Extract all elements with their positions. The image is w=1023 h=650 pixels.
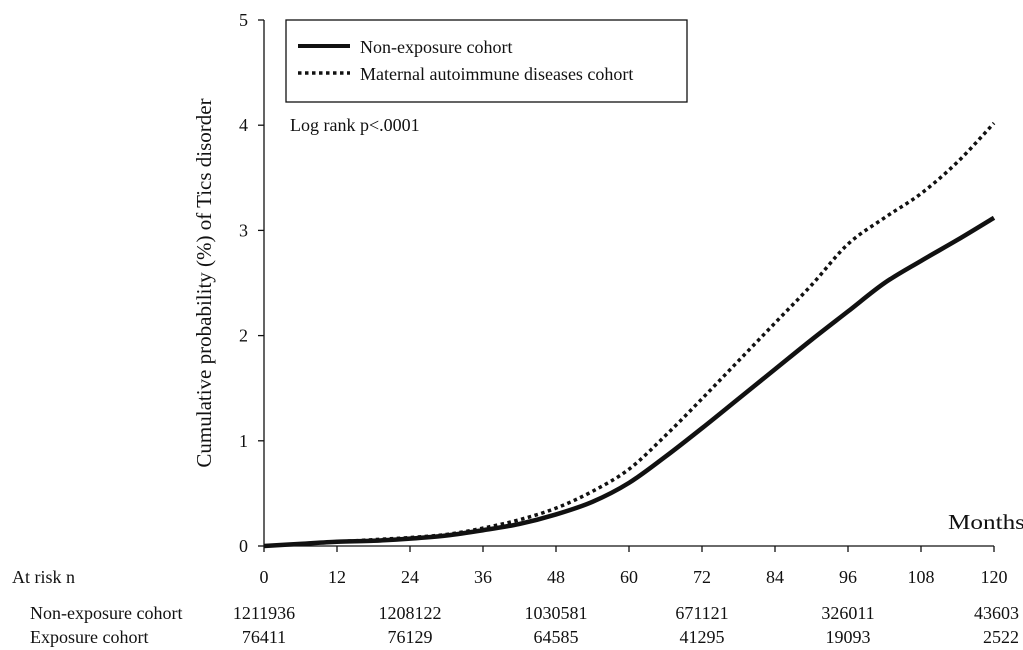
legend-label-maternal: Maternal autoimmune diseases cohort <box>360 64 633 84</box>
at-risk-row-label-exposure: Exposure cohort <box>30 627 148 647</box>
series-layer <box>263 121 996 549</box>
series-line-non-exposure <box>263 215 996 549</box>
at-risk-values: 1211936 1208122 1030581 671121 326011 43603 76… <box>233 603 1019 647</box>
x-tick-label: 84 <box>766 567 784 587</box>
at-risk-value: 76411 <box>242 627 286 647</box>
x-tick-label: 108 <box>908 567 935 587</box>
at-risk-value: 43603 <box>974 603 1019 623</box>
legend-label-non-exposure: Non-exposure cohort <box>360 37 512 57</box>
x-tick-label: 60 <box>620 567 638 587</box>
x-tick-label: 12 <box>328 567 346 587</box>
at-risk-value: 64585 <box>534 627 579 647</box>
y-tick-label: 2 <box>239 326 248 346</box>
x-tick-label: 24 <box>401 567 419 587</box>
at-risk-value: 19093 <box>826 627 871 647</box>
x-tick-label: 120 <box>981 567 1008 587</box>
legend: Non-exposure cohort Maternal autoimmune … <box>285 19 688 103</box>
at-risk-value: 76129 <box>388 627 433 647</box>
x-tick-label: 48 <box>547 567 565 587</box>
log-rank-annotation: Log rank p<.0001 <box>290 115 420 135</box>
x-axis-label: Months <box>948 510 1023 534</box>
y-tick-label: 3 <box>239 220 248 240</box>
y-axis-label: Cumulative probability (%) of Tics disor… <box>192 98 216 467</box>
y-tick-label: 4 <box>239 115 248 135</box>
at-risk-row-label-non-exposure: Non-exposure cohort <box>30 603 182 623</box>
x-axis: 0 12 24 36 48 60 72 84 96 108 120 <box>260 545 1008 587</box>
at-risk-value: 1208122 <box>379 603 442 623</box>
x-tick-label: 0 <box>260 567 269 587</box>
at-risk-value: 2522 <box>983 627 1019 647</box>
at-risk-value: 41295 <box>680 627 725 647</box>
y-axis: 0 1 2 3 4 5 <box>239 10 265 556</box>
at-risk-value: 1030581 <box>525 603 588 623</box>
at-risk-value: 1211936 <box>233 603 295 623</box>
at-risk-heading: At risk n <box>12 567 75 587</box>
x-tick-label: 96 <box>839 567 857 587</box>
legend-box <box>285 19 688 103</box>
y-tick-label: 0 <box>239 536 248 556</box>
series-line-maternal <box>263 121 996 548</box>
at-risk-value: 671121 <box>675 603 728 623</box>
y-tick-label: 5 <box>239 10 248 30</box>
y-tick-label: 1 <box>239 431 248 451</box>
x-tick-label: 72 <box>693 567 711 587</box>
at-risk-value: 326011 <box>821 603 874 623</box>
x-tick-label: 36 <box>474 567 492 587</box>
